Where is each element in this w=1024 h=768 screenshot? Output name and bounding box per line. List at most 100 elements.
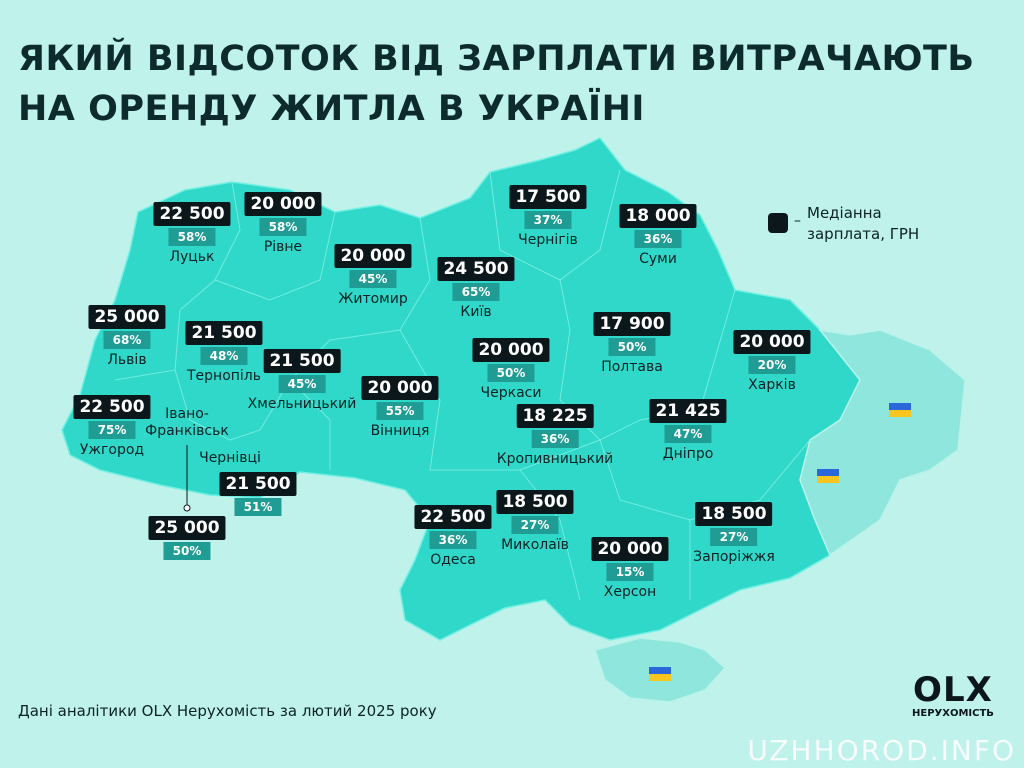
salary-value: 22 500 [153, 202, 231, 226]
rent-percent: 45% [349, 270, 397, 288]
salary-value: 20 000 [591, 537, 669, 561]
rent-percent: 27% [511, 516, 559, 534]
rent-percent: 58% [259, 218, 307, 236]
rent-percent: 48% [200, 347, 248, 365]
rent-percent: 65% [452, 283, 500, 301]
region-label: 25 000 68% Львів [88, 305, 166, 369]
region-label: 20 000 45% Житомир [334, 244, 412, 308]
ukraine-territory [61, 137, 861, 641]
city-name: Миколаїв [501, 537, 569, 553]
legend-text: Медіанна зарплата, ГРН [807, 203, 919, 245]
salary-value: 20 000 [472, 338, 550, 362]
city-name: Житомир [338, 291, 408, 307]
rent-percent: 47% [664, 425, 712, 443]
region-label: 20 000 15% Херсон [591, 537, 669, 601]
city-name: Дніпро [662, 446, 714, 462]
city-name: Кропивницький [496, 451, 614, 467]
city-name: Рівне [263, 239, 303, 255]
city-name: Хмельницький [247, 396, 357, 412]
ukraine-flag-icon [889, 403, 911, 417]
region-label: 21 425 47% Дніпро [649, 399, 727, 463]
region-label: 21 500 48% Тернопіль [185, 321, 263, 385]
title-line-2: НА ОРЕНДУ ЖИТЛА В УКРАЇНІ [18, 89, 645, 129]
rent-percent: 20% [748, 356, 796, 374]
region-label: 17 500 37% Чернігів [509, 185, 587, 249]
ukraine-flag-icon [817, 469, 839, 483]
region-label: 20 000 58% Рівне [244, 192, 322, 256]
page-title: ЯКИЙ ВІДСОТОК ВІД ЗАРПЛАТИ ВИТРАЧАЮТЬ НА … [18, 34, 975, 134]
region-label: 20 000 20% Харків [733, 330, 811, 394]
rent-percent: 37% [524, 211, 572, 229]
rent-percent: 50% [608, 338, 656, 356]
salary-value: 21 500 [263, 349, 341, 373]
salary-value: 18 500 [695, 502, 773, 526]
region-label: 21 500 51% [219, 472, 297, 516]
rent-percent: 75% [88, 421, 136, 439]
title-line-1: ЯКИЙ ВІДСОТОК ВІД ЗАРПЛАТИ ВИТРАЧАЮТЬ [18, 39, 975, 79]
rent-percent: 36% [429, 531, 477, 549]
city-name: Харків [748, 377, 796, 393]
city-name: Київ [460, 304, 492, 320]
salary-value: 20 000 [733, 330, 811, 354]
legend-swatch [768, 213, 788, 233]
salary-value: 20 000 [334, 244, 412, 268]
region-label: 18 000 36% Суми [619, 204, 697, 268]
ivano-frankivsk-connector [183, 445, 191, 512]
city-name: Чернівці [199, 450, 261, 466]
legend-dash: – [794, 213, 801, 229]
logo-brand: OLX [913, 670, 993, 710]
rent-percent: 50% [163, 542, 211, 560]
legend: – Медіанна зарплата, ГРН [768, 203, 919, 245]
salary-value: 17 500 [509, 185, 587, 209]
region-label: 20 000 55% Вінниця [361, 376, 439, 440]
city-name: Львів [107, 352, 147, 368]
legend-line-2: зарплата, ГРН [807, 225, 920, 243]
salary-value: 21 500 [185, 321, 263, 345]
city-name: Полтава [601, 359, 663, 375]
region-label: 18 225 36% Кропивницький [496, 404, 614, 468]
city-name: Запоріжжя [693, 549, 775, 565]
city-name: Вінниця [370, 423, 430, 439]
salary-value: 18 000 [619, 204, 697, 228]
salary-value: 24 500 [437, 257, 515, 281]
region-label: 21 500 45% Хмельницький [247, 349, 357, 413]
salary-value: 20 000 [244, 192, 322, 216]
region-label: 22 500 36% Одеса [414, 505, 492, 569]
region-label: 18 500 27% Миколаїв [496, 490, 574, 554]
city-name: Херсон [603, 584, 657, 600]
salary-value: 22 500 [414, 505, 492, 529]
occupied-east-territory [799, 328, 966, 557]
city-name: Одеса [430, 552, 476, 568]
salary-value: 22 500 [73, 395, 151, 419]
source-note: Дані аналітики OLX Нерухомість за лютий … [18, 702, 437, 720]
rent-percent: 68% [103, 331, 151, 349]
city-name: Суми [639, 251, 677, 267]
rent-percent: 15% [606, 563, 654, 581]
rent-percent: 45% [278, 375, 326, 393]
olx-logo: OLX НЕРУХОМІСТЬ [912, 672, 994, 719]
city-name: Луцьк [169, 249, 215, 265]
rent-percent: 36% [634, 230, 682, 248]
region-label: 18 500 27% Запоріжжя [693, 502, 775, 566]
region-label: 25 000 50% [148, 516, 226, 560]
salary-value: 20 000 [361, 376, 439, 400]
logo-subtitle: НЕРУХОМІСТЬ [912, 708, 994, 719]
salary-value: 21 425 [649, 399, 727, 423]
salary-value: 18 225 [516, 404, 594, 428]
rent-percent: 51% [234, 498, 282, 516]
region-label: 20 000 50% Черкаси [472, 338, 550, 402]
rent-percent: 50% [487, 364, 535, 382]
rent-percent: 58% [168, 228, 216, 246]
region-label: 24 500 65% Київ [437, 257, 515, 321]
watermark: UZHHOROD.INFO [747, 734, 1016, 767]
ukraine-flag-icon [649, 667, 671, 681]
salary-value: 21 500 [219, 472, 297, 496]
city-name: Тернопіль [186, 368, 261, 384]
city-name: Чернігів [518, 232, 578, 248]
rent-percent: 36% [531, 430, 579, 448]
region-label: 22 500 75% Ужгород [73, 395, 151, 459]
salary-value: 18 500 [496, 490, 574, 514]
city-name: Черкаси [480, 385, 542, 401]
region-label: 22 500 58% Луцьк [153, 202, 231, 266]
